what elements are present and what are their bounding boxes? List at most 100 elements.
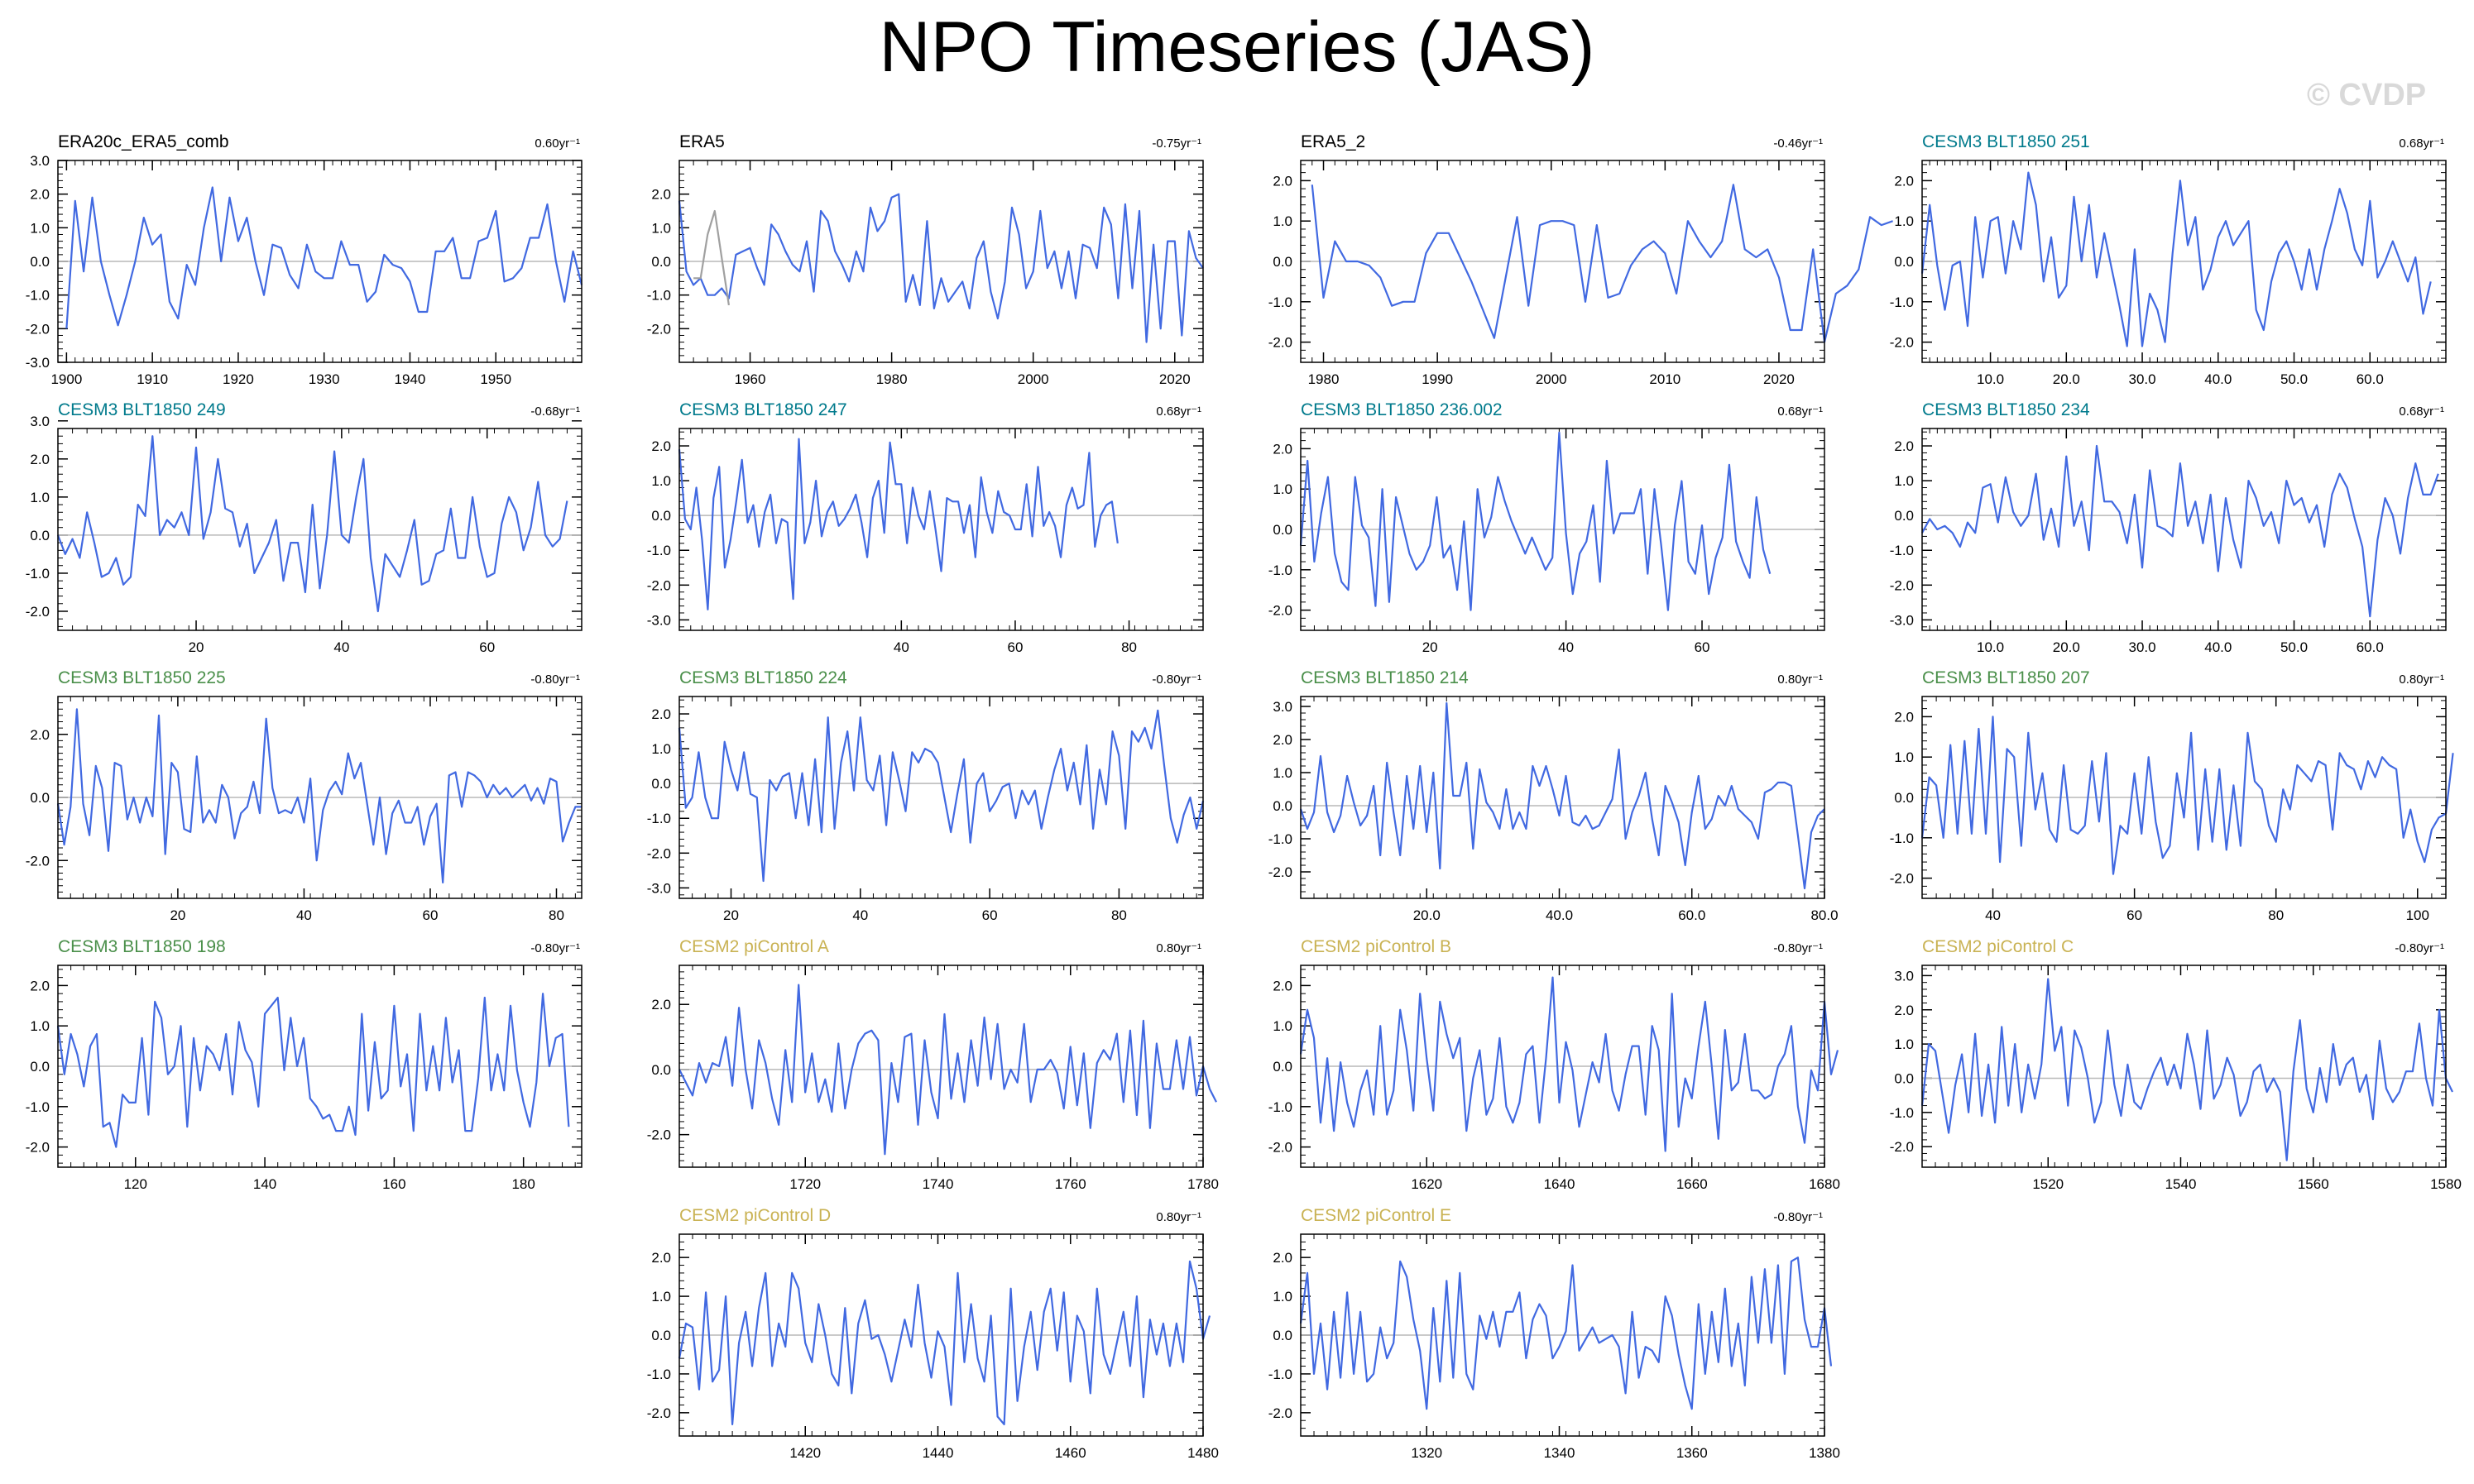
- y-tick-label: -3.0: [1890, 612, 1914, 628]
- chart-title: CESM2 piControl A: [679, 937, 829, 956]
- x-tick-label: 1340: [1544, 1445, 1575, 1461]
- y-tick-label: -2.0: [1268, 1405, 1292, 1421]
- y-tick-label: 2.0: [651, 997, 671, 1012]
- x-tick-label: 140: [253, 1176, 276, 1192]
- y-tick-label: 2.0: [1894, 1003, 1914, 1018]
- chart-panel: CESM3 BLT1850 234 0.68yr⁻¹ 10.0 20.0 30.0 40.…: [1890, 400, 2447, 655]
- x-tick-label: 1910: [137, 371, 168, 387]
- chart-panel: ERA5_2 -0.46yr⁻¹ 1980 1990 2000 2010 2020 -2.0 -…: [1268, 132, 1893, 387]
- chart-panel: CESM2 piControl E -0.80yr⁻¹ 1320 1340 1360 13…: [1268, 1206, 1840, 1461]
- trend-label: 0.68yr⁻¹: [1777, 405, 1823, 419]
- y-tick-label: 2.0: [651, 1250, 671, 1266]
- chart-title: CESM3 BLT1850 247: [679, 400, 847, 419]
- y-tick-label: -1.0: [1268, 294, 1292, 310]
- x-tick-label: 20: [723, 907, 739, 923]
- y-tick-label: -1.0: [647, 811, 671, 826]
- y-tick-label: -2.0: [26, 321, 50, 337]
- y-tick-label: 2.0: [651, 187, 671, 203]
- x-tick-label: 40.0: [1546, 907, 1573, 923]
- x-tick-label: 1440: [923, 1445, 954, 1461]
- chart-panel: CESM3 BLT1850 225 -0.80yr⁻¹ 20 40 60 80 -2.0 0.…: [26, 668, 583, 923]
- y-tick-label: 0.0: [30, 528, 50, 543]
- chart-title: CESM3 BLT1850 198: [58, 937, 226, 956]
- x-tick-label: 60.0: [1678, 907, 1705, 923]
- plot-frame: [57, 160, 583, 363]
- series-line: [1299, 976, 1839, 1152]
- series-line: [1299, 1257, 1833, 1410]
- plot-frame: [57, 696, 583, 899]
- y-tick-label: 1.0: [30, 1018, 50, 1034]
- x-tick-label: 10.0: [1977, 371, 2004, 387]
- y-tick-label: 1.0: [651, 741, 671, 757]
- series-line: [678, 709, 1205, 883]
- series-line: [56, 435, 568, 613]
- plot-frame: [1300, 160, 1825, 363]
- x-tick-label: 40: [333, 639, 349, 655]
- x-tick-label: 60: [479, 639, 495, 655]
- trend-label: 0.80yr⁻¹: [1156, 941, 1201, 955]
- trend-label: -0.68yr⁻¹: [530, 405, 580, 419]
- x-tick-label: 60.0: [2357, 371, 2384, 387]
- chart-title: CESM2 piControl D: [679, 1206, 831, 1225]
- x-tick-label: 1460: [1055, 1445, 1086, 1461]
- chart-title: CESM2 piControl E: [1301, 1206, 1451, 1225]
- plot-frame: [1300, 965, 1825, 1168]
- plot-frame: [1300, 696, 1825, 899]
- y-tick-label: 0.0: [651, 1328, 671, 1343]
- y-tick-label: -1.0: [647, 288, 671, 304]
- y-tick-label: 2.0: [30, 187, 50, 203]
- x-tick-label: 40: [296, 907, 312, 923]
- y-tick-label: 0.0: [1273, 522, 1292, 538]
- x-tick-label: 60: [2126, 907, 2142, 923]
- y-tick-label: 0.0: [1273, 254, 1292, 270]
- y-tick-label: -2.0: [26, 604, 50, 620]
- chart-panel: CESM3 BLT1850 198 -0.80yr⁻¹ 120 140 160 180 -2…: [26, 937, 583, 1192]
- y-tick-label: 2.0: [1273, 1250, 1292, 1266]
- y-tick-label: -1.0: [1268, 1367, 1292, 1382]
- trend-label: -0.80yr⁻¹: [2395, 941, 2444, 955]
- y-tick-label: 1.0: [651, 473, 671, 489]
- x-tick-label: 1640: [1544, 1176, 1575, 1192]
- chart-panel: CESM2 piControl C -0.80yr⁻¹ 1520 1540 1560 15…: [1890, 937, 2462, 1192]
- x-tick-label: 1740: [923, 1176, 954, 1192]
- chart-panel: CESM2 piControl A 0.80yr⁻¹ 1720 1740 1760 178…: [647, 937, 1219, 1192]
- chart-title: CESM3 BLT1850 249: [58, 400, 226, 419]
- chart-panel: CESM3 BLT1850 214 0.80yr⁻¹ 20.0 40.0 60.0 80.…: [1268, 668, 1839, 923]
- y-tick-label: 0.0: [651, 254, 671, 270]
- trend-label: -0.80yr⁻¹: [1773, 1210, 1823, 1224]
- y-tick-label: 0.0: [651, 508, 671, 524]
- x-tick-label: 1540: [2165, 1176, 2197, 1192]
- x-tick-label: 50.0: [2280, 639, 2308, 655]
- y-tick-label: -2.0: [647, 577, 671, 593]
- y-tick-label: -1.0: [26, 1099, 50, 1115]
- chart-panel: ERA5 -0.75yr⁻¹ 1960 1980 2000 2020 -2.0 -1.0 0.0…: [647, 132, 1204, 387]
- plot-frame: [678, 965, 1204, 1168]
- x-tick-label: 60: [982, 907, 998, 923]
- y-tick-label: -3.0: [647, 612, 671, 628]
- x-tick-label: 1620: [1411, 1176, 1442, 1192]
- y-tick-label: -2.0: [1890, 577, 1914, 593]
- y-tick-label: 2.0: [30, 452, 50, 467]
- y-tick-label: -2.0: [1890, 871, 1914, 887]
- y-tick-label: 1.0: [1273, 213, 1292, 229]
- plot-frame: [1300, 1233, 1825, 1437]
- x-tick-label: 60.0: [2357, 639, 2384, 655]
- y-tick-label: -2.0: [1268, 1140, 1292, 1156]
- series-line: [56, 993, 570, 1148]
- trend-label: -0.80yr⁻¹: [1773, 941, 1823, 955]
- y-tick-label: 1.0: [30, 490, 50, 505]
- y-tick-label: 1.0: [1894, 473, 1914, 489]
- chart-title: ERA20c_ERA5_comb: [58, 132, 229, 151]
- y-tick-label: 1.0: [1273, 1289, 1292, 1304]
- x-tick-label: 20: [1422, 639, 1438, 655]
- y-tick-label: 1.0: [651, 1289, 671, 1304]
- series-line: [678, 438, 1119, 610]
- x-tick-label: 1720: [789, 1176, 821, 1192]
- y-tick-label: -2.0: [647, 1405, 671, 1421]
- series-line: [1920, 171, 2432, 347]
- x-tick-label: 1980: [876, 371, 908, 387]
- plot-frame: [678, 428, 1204, 631]
- x-tick-label: 40: [1558, 639, 1574, 655]
- chart-title: CESM3 BLT1850 224: [679, 668, 847, 687]
- plot-frame: [1300, 428, 1825, 631]
